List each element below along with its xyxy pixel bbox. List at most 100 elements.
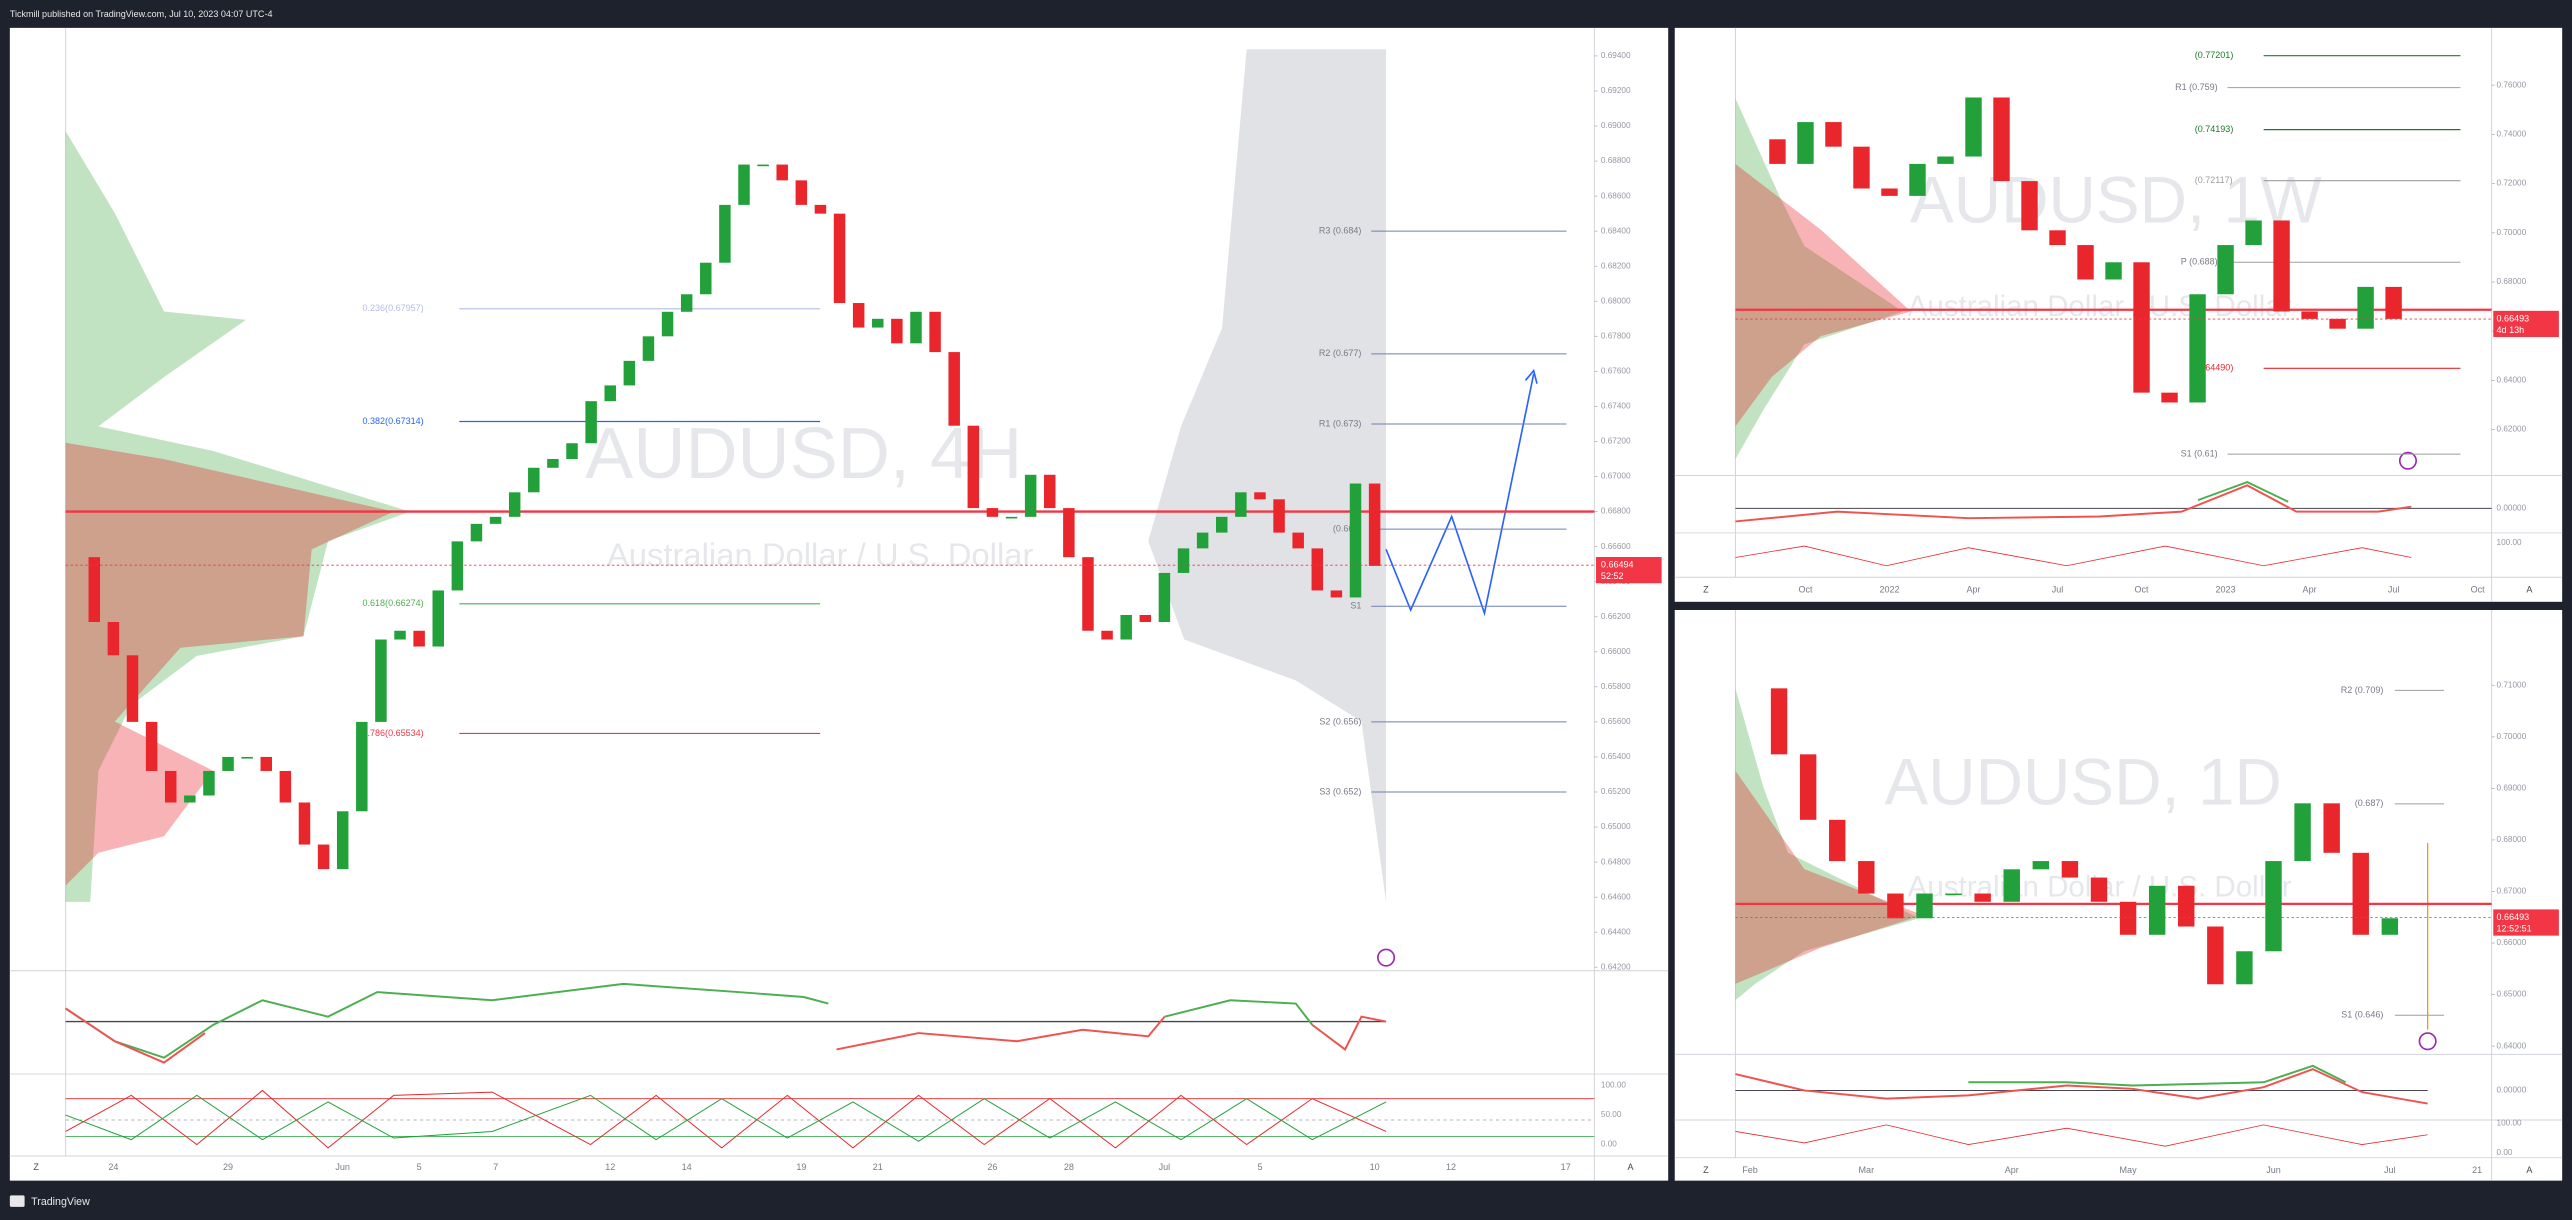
zoom-button[interactable]: Z [1703,585,1709,595]
candle [2385,286,2402,319]
candle [1330,590,1343,598]
last-price-tag [2493,310,2559,338]
candle [2061,861,2079,878]
candle [1909,163,1926,196]
candle [1937,156,1954,164]
alert-icon[interactable] [1377,948,1396,967]
auto-button[interactable]: A [2526,1165,2532,1175]
y-tick-label: 0.64800 [1601,857,1631,866]
candle [833,213,846,304]
candle [1005,516,1018,519]
y-tick-label: 0.76000 [2497,80,2527,89]
candle [432,590,444,647]
x-tick-label: 28 [1064,1162,1074,1172]
candle [1770,688,1788,755]
fib-label: 0.786(0.65534) [363,728,424,738]
x-tick-label: 29 [223,1162,233,1172]
publish-header: Tickmill published on TradingView.com, J… [10,9,273,19]
candle [1993,97,2010,182]
candle [604,385,616,402]
watermark-title: AUDUSD, 4H [585,414,1022,494]
y-tick-label: 0.65600 [1601,717,1631,726]
alert-icon[interactable] [2418,1032,2437,1051]
x-tick-label: 5 [1257,1162,1262,1172]
candle [1292,532,1304,549]
auto-button[interactable]: A [1627,1162,1633,1172]
candle [2381,918,2399,935]
x-tick-label: 21 [2472,1165,2482,1175]
volume-profile [1735,688,1920,1001]
candle [623,360,636,386]
brand-logo [9,1195,25,1207]
candle [1082,557,1094,631]
countdown-label: 12:52:51 [2497,923,2532,933]
x-tick-label: Apr [2005,1165,2019,1175]
projection-arrow [1524,368,1538,384]
candle [2189,294,2206,403]
candle [2021,181,2038,231]
candle [1916,893,1933,919]
candle [317,844,330,870]
candle [2294,803,2311,862]
y-tick-label: 0.71000 [2497,680,2527,689]
x-tick-label: Jun [335,1162,350,1172]
candle [2119,901,2137,935]
pivot-label: (0.687) [2355,798,2384,808]
pivot-label: S1 [1350,601,1361,611]
x-tick-label: Apr [1966,585,1980,595]
x-tick-label: 7 [493,1162,498,1172]
candle [642,336,655,361]
candle [1044,474,1056,509]
pivot-label: R1 (0.759) [2175,82,2218,92]
candle [891,318,903,344]
candle [1273,499,1285,533]
y-tick-label: 0.68400 [1601,226,1631,235]
candle [757,164,769,167]
candle [260,756,273,771]
x-tick-label: Jun [2266,1165,2281,1175]
y-tick-label: 0.66000 [2497,938,2527,947]
candle [2273,220,2290,312]
x-tick-label: 12 [1446,1162,1456,1172]
y-tick-label: 0.66600 [1601,542,1631,551]
separators [9,27,2563,1181]
candle [910,311,922,344]
y-tick-label: 0.68000 [2497,835,2527,844]
candle [814,204,827,214]
y-tick-label: 0.65400 [1601,752,1631,761]
candle [413,630,425,647]
alert-icon[interactable] [2398,451,2417,470]
last-price-tag [2493,909,2559,936]
indicator-label: 0.00000 [2497,504,2527,513]
zoom-button[interactable]: Z [1703,1165,1709,1175]
indicator-label: 0.00 [2497,1148,2513,1157]
projection-path [1385,373,1535,617]
x-tick-label: 17 [1561,1162,1571,1172]
brand-name[interactable]: TradingView [31,1196,90,1208]
y-tick-label: 0.65000 [1601,822,1631,831]
candle [986,508,999,517]
candle [1101,630,1113,640]
indicator-label: 100.00 [2497,538,2522,547]
zoom-button[interactable]: Z [33,1162,39,1172]
candle [1177,548,1190,573]
auto-button[interactable]: A [2526,585,2532,595]
candle [680,294,693,312]
candle [1368,483,1381,566]
fib-label: 0.382(0.67314) [363,416,424,426]
y-tick-label: 0.65000 [2497,990,2527,999]
x-tick-label: 12 [605,1162,615,1172]
countdown-label: 52:52 [1601,571,1624,581]
candle [336,811,349,870]
candle [1120,614,1132,640]
indicator-label: 0.00 [1601,1140,1617,1149]
candle [1858,861,1875,894]
pivot-label: R2 (0.677) [1319,348,1362,358]
candle [2329,318,2346,329]
volume-profile [1735,98,1903,460]
volume-profile [65,131,411,902]
y-tick-label: 0.64000 [2497,1041,2527,1050]
indicator-label: 100.00 [2497,1118,2522,1127]
y-tick-label: 0.68600 [1601,191,1631,200]
